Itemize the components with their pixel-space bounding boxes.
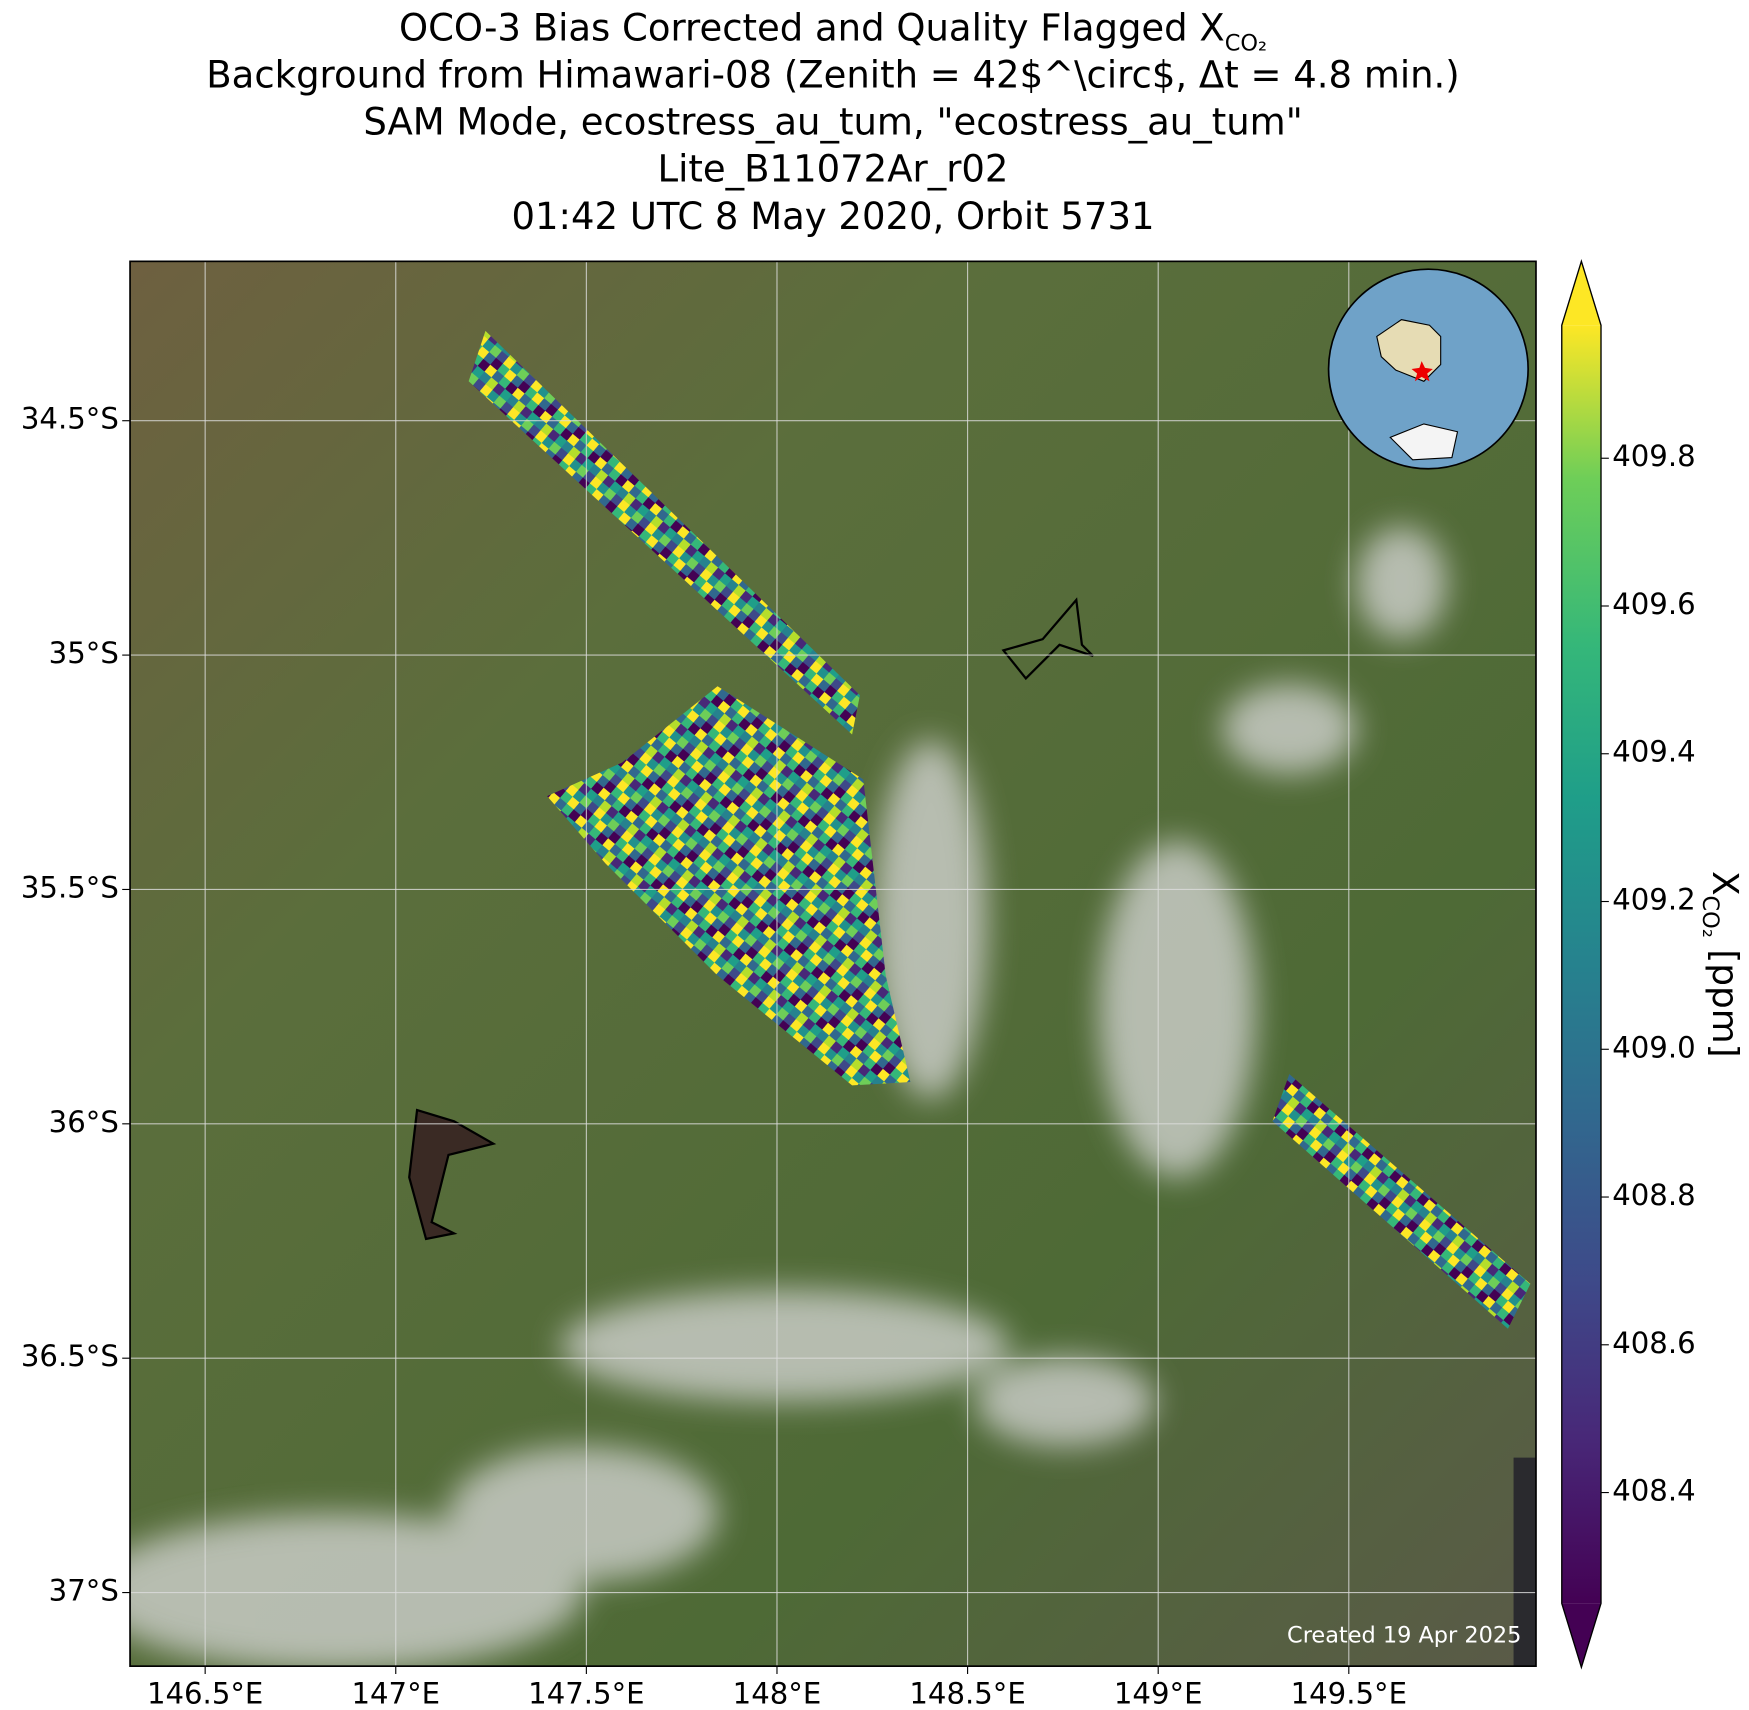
colorbar-tick-label: 409.2: [1612, 883, 1695, 917]
grid: [130, 261, 1536, 1667]
colorbar-extend: [1561, 1603, 1602, 1668]
swath: [1272, 1074, 1531, 1329]
colorbar-tick-label: 408.4: [1612, 1474, 1695, 1508]
swath: [547, 686, 911, 1086]
x-tick-label: 146.5°E: [147, 1676, 263, 1710]
colorbar-body: [1561, 325, 1602, 1604]
plot-frame: [129, 260, 1537, 1667]
x-tick-label: 148°E: [733, 1676, 822, 1710]
swath: [468, 330, 860, 735]
map-background: [130, 261, 1536, 1667]
title-text: SAM Mode, ecostress_au_tum, "ecostress_a…: [363, 101, 1302, 144]
title-text: OCO-3 Bias Corrected and Quality Flagged…: [399, 6, 1225, 49]
colorbar-extend: [1561, 261, 1602, 326]
colorbar-label-unit: [ppm]: [1704, 938, 1745, 1058]
axes: 146.5°E 147°E 147.5°E 148°E 148.5°E 149°E 149.…: [21, 402, 1407, 1710]
title-text: Lite_B11072Ar_r02: [658, 148, 1009, 191]
x-tick-label: 148.5°E: [909, 1676, 1025, 1710]
y-tick-label: 37°S: [49, 1574, 119, 1608]
title-block: OCO-3 Bias Corrected and Quality Flagged…: [206, 6, 1459, 237]
title-line: Lite_B11072Ar_r02: [658, 148, 1009, 191]
y-tick-label: 35°S: [49, 636, 119, 670]
title-text: 01:42 UTC 8 May 2020, Orbit 5731: [512, 195, 1155, 238]
title-subscript: CO₂: [1225, 31, 1267, 57]
colorbar-label: XCO₂ [ppm]: [1697, 871, 1745, 1058]
colorbar-tick-label: 408.8: [1612, 1178, 1695, 1212]
y-tick-label: 34.5°S: [21, 402, 119, 436]
colorbar-tick-label: 409.8: [1612, 439, 1695, 473]
y-tick-label: 36°S: [49, 1105, 119, 1139]
colorbar-tick-label: 409.0: [1612, 1030, 1695, 1064]
globe-inset: [1327, 268, 1529, 470]
colorbar-label-subscript: CO₂: [1697, 896, 1723, 938]
y-tick-label: 36.5°S: [21, 1339, 119, 1373]
title-line: SAM Mode, ecostress_au_tum, "ecostress_a…: [363, 101, 1302, 144]
colorbar-tick-label: 409.4: [1612, 735, 1695, 769]
colorbar-label-text: X: [1704, 871, 1745, 896]
created-note: Created 19 Apr 2025: [1287, 1623, 1521, 1649]
colorbar-tick-label: 409.6: [1612, 587, 1695, 621]
colorbar: 408.4 408.6 408.8 409.0 409.2 409.4 409.6 409.8…: [1561, 259, 1745, 1670]
colorbar-tick-label: 408.6: [1612, 1326, 1695, 1360]
title-text: Background from Himawari-08 (Zenith = 42…: [206, 54, 1459, 97]
title-line: OCO-3 Bias Corrected and Quality Flagged…: [399, 6, 1267, 56]
x-tick-label: 149.5°E: [1291, 1676, 1407, 1710]
y-tick-label: 35.5°S: [21, 870, 119, 904]
x-tick-label: 147.5°E: [528, 1676, 644, 1710]
x-tick-label: 147°E: [351, 1676, 440, 1710]
title-line: Background from Himawari-08 (Zenith = 42…: [206, 54, 1459, 97]
x-tick-label: 149°E: [1114, 1676, 1203, 1710]
title-line: 01:42 UTC 8 May 2020, Orbit 5731: [512, 195, 1155, 238]
